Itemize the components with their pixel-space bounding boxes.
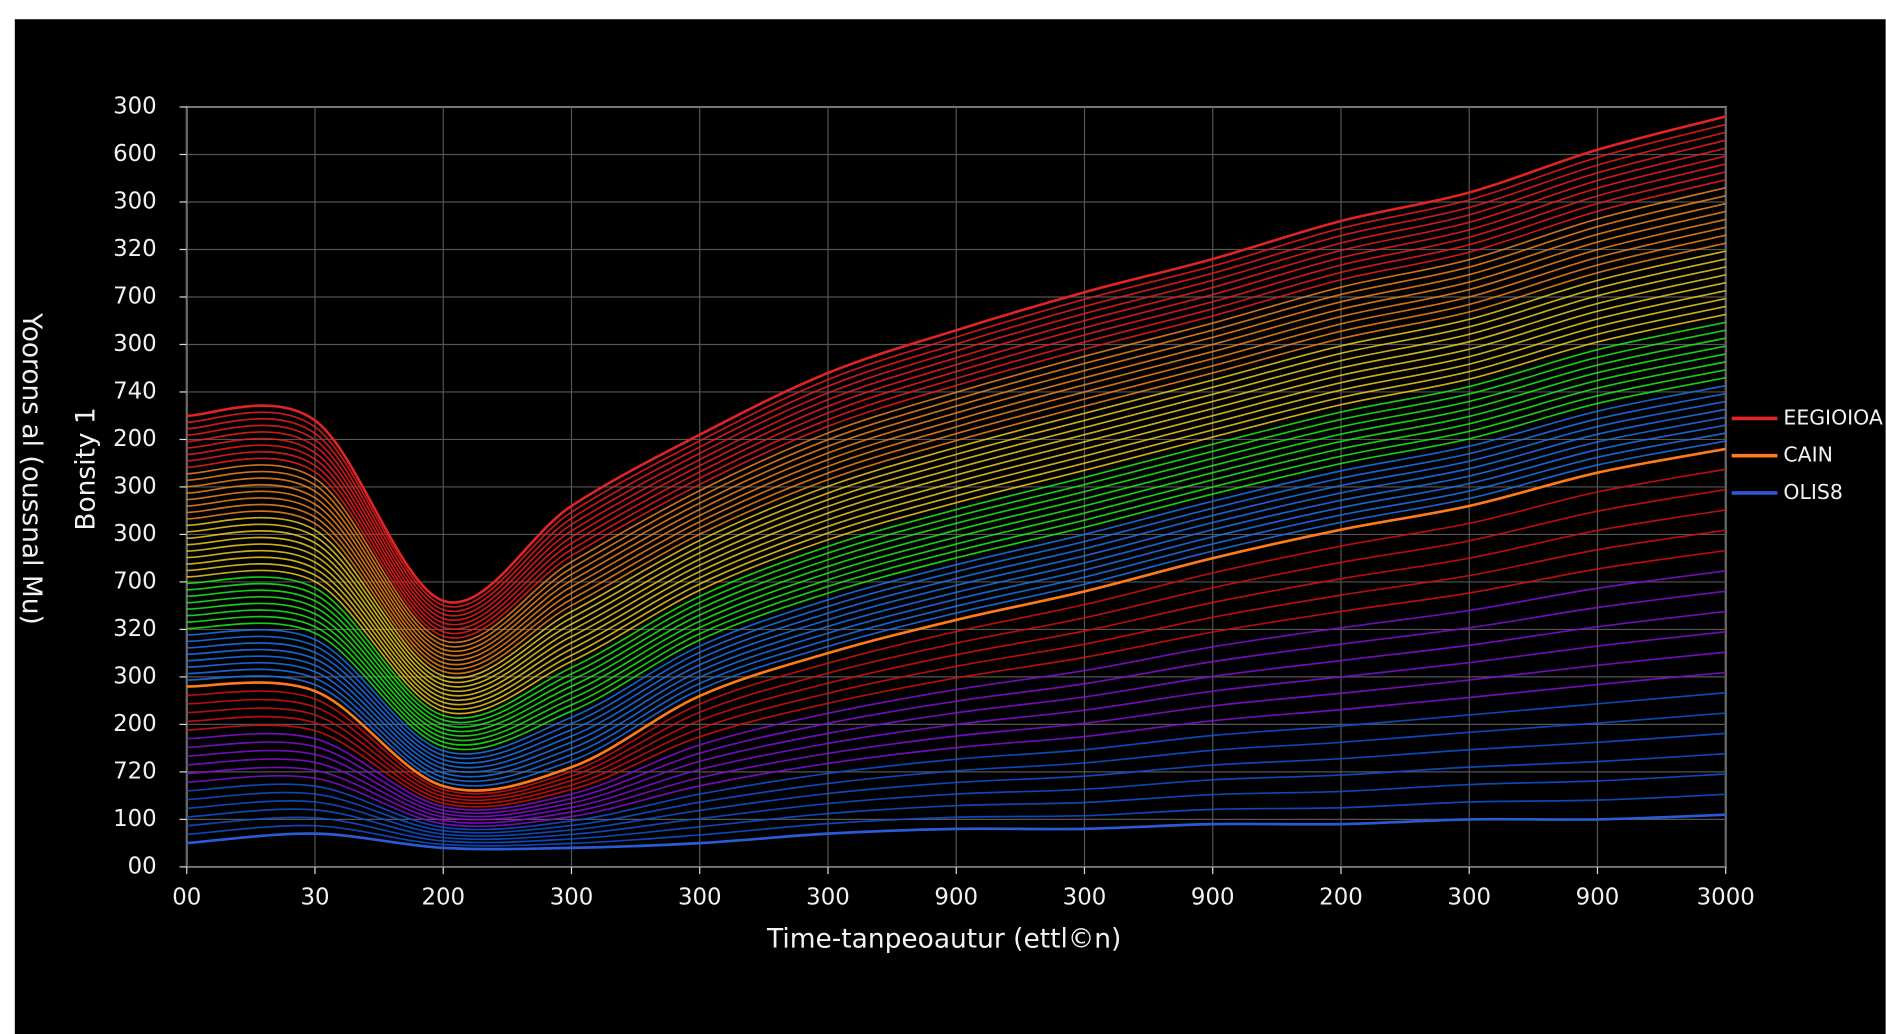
bundle-line — [186, 305, 1726, 710]
bundle-line — [186, 234, 1726, 670]
decorative-lines — [186, 123, 1726, 847]
bundle-line — [186, 258, 1726, 684]
y-tick-label: 300 — [113, 331, 157, 357]
x-tick-label: 900 — [934, 885, 978, 911]
y-tick-label: 300 — [113, 188, 157, 214]
x-axis-label: Time-tanpeoautur (ettl©n) — [766, 924, 1121, 955]
y-tick-label: 600 — [113, 141, 157, 167]
bundle-line — [186, 273, 1726, 692]
bundle-line — [186, 610, 1726, 818]
bundle-line — [186, 139, 1726, 617]
bundle-line — [186, 171, 1726, 635]
x-tick-label: 900 — [1576, 885, 1620, 911]
x-tick-label: 3000 — [1697, 885, 1755, 911]
bundle-line — [186, 440, 1726, 787]
bundle-line — [186, 329, 1726, 724]
y-tick-label: 720 — [113, 758, 157, 784]
x-tick-label: 00 — [172, 885, 201, 911]
annotation: Bonsity 1 — [70, 407, 101, 530]
x-tick-label: 30 — [300, 885, 329, 911]
bundle-line — [186, 432, 1726, 783]
bundle-line — [186, 752, 1726, 841]
y-tick-label: 700 — [113, 568, 157, 594]
bundle-line — [186, 281, 1726, 697]
series-line — [186, 447, 1726, 792]
bundle-line — [186, 361, 1726, 742]
series-line — [186, 813, 1726, 851]
bundle-line — [186, 549, 1726, 808]
bundle-line — [186, 630, 1726, 821]
bundle-line — [186, 313, 1726, 715]
bundle-line — [186, 793, 1726, 847]
bundle-line — [186, 218, 1726, 661]
y-tick-label: 700 — [113, 283, 157, 309]
bundle-line — [186, 400, 1726, 764]
bundle-line — [186, 297, 1726, 706]
x-tick-label: 300 — [1447, 885, 1491, 911]
y-tick-label: 300 — [113, 663, 157, 689]
bundle-line — [186, 289, 1726, 701]
x-tick-label: 300 — [806, 885, 850, 911]
bundle-line — [186, 368, 1726, 746]
bundle-line — [186, 353, 1726, 737]
bundle-line — [186, 266, 1726, 688]
y-tick-label: 100 — [113, 806, 157, 832]
bundle-line — [186, 424, 1726, 778]
bundle-line — [186, 651, 1726, 824]
bundle-line — [186, 376, 1726, 751]
bundle-line — [186, 186, 1726, 644]
y-tick-label: 00 — [128, 853, 157, 879]
bundle-line — [186, 155, 1726, 626]
legend-label: OLIS8 — [1783, 480, 1842, 504]
bundle-line — [186, 202, 1726, 653]
bundle-line — [186, 509, 1726, 802]
bundle-line — [186, 671, 1726, 828]
y-tick-label: 320 — [113, 236, 157, 262]
bundle-line — [186, 337, 1726, 728]
bundle-line — [186, 468, 1726, 795]
bundle-line — [186, 131, 1726, 613]
bundle-line — [186, 226, 1726, 666]
bundle-line — [186, 123, 1726, 608]
bundle-line — [186, 242, 1726, 675]
bundle-line — [186, 732, 1726, 837]
bundle-line — [186, 250, 1726, 679]
bundle-line — [186, 321, 1726, 719]
bundle-line — [186, 691, 1726, 831]
y-axis-label: Yoorons al (oussnal Mu) — [16, 312, 47, 625]
bundle-line — [186, 712, 1726, 834]
bundle-line — [186, 210, 1726, 657]
bundle-line — [186, 163, 1726, 630]
y-tick-label: 300 — [113, 473, 157, 499]
y-tick-label: 300 — [113, 94, 157, 120]
x-tick-label: 200 — [1319, 885, 1363, 911]
y-tick-label: 320 — [113, 616, 157, 642]
x-tick-label: 300 — [550, 885, 594, 911]
bundle-line — [186, 570, 1726, 811]
y-tick-label: 740 — [113, 378, 157, 404]
y-tick-label: 200 — [113, 426, 157, 452]
legend-label: CAIN — [1783, 443, 1833, 467]
series-line — [186, 115, 1727, 604]
x-tick-label: 300 — [678, 885, 722, 911]
bundle-line — [186, 194, 1726, 648]
x-tick-label: 900 — [1191, 885, 1235, 911]
bundle-line — [186, 488, 1726, 798]
y-tick-label: 300 — [113, 521, 157, 547]
y-tick-label: 200 — [113, 711, 157, 737]
bundle-line — [186, 529, 1726, 805]
bundle-line — [186, 408, 1726, 769]
bundle-line — [186, 773, 1726, 844]
x-tick-label: 200 — [421, 885, 465, 911]
bundle-line — [186, 416, 1726, 773]
bundle-line — [186, 179, 1726, 639]
bundle-line — [186, 345, 1726, 733]
x-tick-label: 300 — [1063, 885, 1107, 911]
bundle-line — [186, 392, 1726, 760]
bundle-line — [186, 384, 1726, 755]
bundle-line — [186, 147, 1726, 622]
legend-label: EEGIOIOA — [1783, 405, 1882, 429]
bundle-line — [186, 590, 1726, 815]
